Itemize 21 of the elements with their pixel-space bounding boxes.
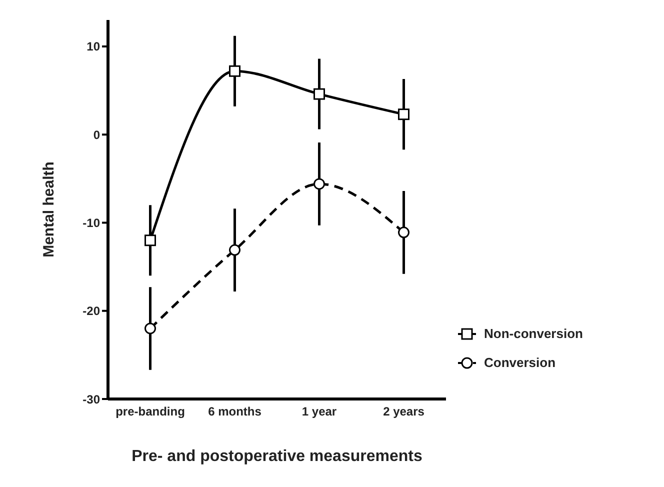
point [144,234,156,246]
point [229,65,240,77]
y-axis-title: Mental health [40,162,58,258]
legend-label: Non-conversion [484,326,583,341]
y-tick-label: 10 [86,40,100,54]
point [144,322,156,334]
y-tick-label: -20 [82,304,100,318]
point [398,108,410,120]
x-tick-label: 2 years [383,404,425,419]
point [314,178,325,190]
x-tick-label: 1 year [302,404,337,419]
x-tick-label: pre-banding [116,404,185,419]
y-tick-label: -30 [82,392,100,406]
point [229,244,240,256]
point [314,88,325,100]
x-tick-label: 6 months [208,404,262,419]
y-tick-label: -10 [82,216,100,230]
point [398,226,410,238]
legend-label: Conversion [484,355,556,370]
x-axis-title: Pre- and postoperative measurements [132,448,422,465]
y-tick-label: 0 [93,128,100,142]
